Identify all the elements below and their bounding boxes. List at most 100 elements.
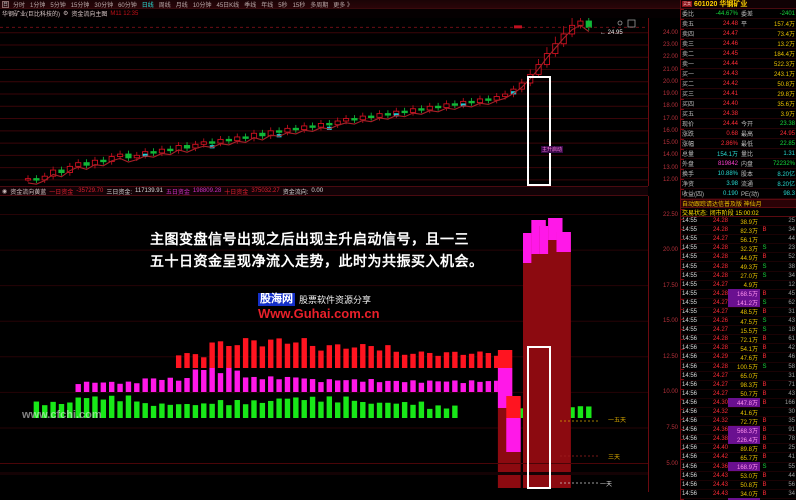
period-item-3[interactable]: 15分钟	[70, 2, 90, 9]
orderbook-row[interactable]: 卖二 24.45 184.4万	[681, 49, 796, 59]
tick-flag: B	[762, 472, 767, 479]
tick-count: 35	[788, 418, 795, 425]
tick-row[interactable]: 14:56 24.30 447.8万 B 166	[681, 398, 796, 408]
tick-row[interactable]: 14:56 24.40 89.8万 B 25	[681, 444, 796, 454]
indicator-title[interactable]: 资金流向主图	[71, 12, 108, 18]
tick-row[interactable]: 14:55 24.28 32.3万 S 23	[681, 244, 796, 254]
tick-row[interactable]: 14:56 24.42 65.7万 B 41	[681, 453, 796, 463]
tick-row[interactable]: 14:55 24.26 47.5万 S 43	[681, 317, 796, 327]
tick-volume: 50.7万	[740, 392, 758, 399]
stat-key-2: PE(动)	[741, 192, 760, 198]
period-item-6[interactable]: 日线	[141, 2, 154, 9]
tick-time: 14:55	[682, 236, 698, 243]
period-item-2[interactable]: 5分钟	[50, 2, 66, 9]
chart-titlebar: 华钢矿业(巨比科技的) ⚙ 资金流向主图 M11 12:35	[0, 9, 680, 18]
gear-icon[interactable]: ⚙	[63, 11, 69, 17]
tick-row[interactable]: 14:56 24.43 50.8万 B 56	[681, 481, 796, 490]
period-item-12[interactable]: 年线	[261, 2, 274, 9]
level-volume: 13.2万	[777, 42, 795, 48]
price-chart[interactable]: ← 24.95 11.75 主升启动	[0, 18, 648, 186]
tick-row[interactable]: 14:56 24.28 72.1万 B 61	[681, 335, 796, 345]
orderbook-row[interactable]: 卖五 24.48 平 157.4万	[681, 19, 796, 29]
tick-price: 24.27	[712, 308, 728, 315]
period-item-15[interactable]: 多周期	[310, 2, 329, 9]
tick-row[interactable]: 14:56 24.43 53.0万 B 44	[681, 472, 796, 481]
period-item-11[interactable]: 季线	[244, 2, 257, 9]
orderbook-row[interactable]: 买三 24.41 29.8万	[681, 89, 796, 99]
orderbook-row[interactable]: 买五 24.38 3.9万	[681, 109, 796, 119]
period-menubar[interactable]: 日 分时 1分钟 5分钟 15分钟 30分钟 60分钟 日线 周线 月线 10分钟 45日K线 季线年…	[0, 0, 796, 9]
tick-row[interactable]: 14:56 24.28 54.1万 B 42	[681, 344, 796, 354]
period-item-14[interactable]: 15秒	[292, 2, 306, 9]
period-item-7[interactable]: 周线	[158, 2, 171, 9]
tick-count: 56	[788, 481, 795, 488]
tick-list[interactable]: 14:55 24.28 38.9万 25 14:55 24.28 82.3万 B 34 14:55…	[681, 217, 796, 500]
orderbook-row[interactable]: 卖三 24.46 13.2万	[681, 39, 796, 49]
tick-volume: 56.1万	[740, 237, 758, 244]
orderbook-levels[interactable]: 卖五 24.48 平 157.4万 卖四 24.47 73.4万 卖三 24.46 13.2万 卖二…	[681, 19, 796, 119]
tick-row[interactable]: 14:55 24.28 27.0万 S 34	[681, 272, 796, 281]
period-item-13[interactable]: 5秒	[278, 2, 288, 9]
tick-row[interactable]: 14:55 24.28 49.3万 S 38	[681, 262, 796, 272]
orderbook-row[interactable]: 买四 24.40 35.6万	[681, 99, 796, 109]
tick-row[interactable]: 14:55 24.28 168.5万 B 45	[681, 289, 796, 299]
orderbook-row[interactable]: 买一 24.43 243.1万	[681, 69, 796, 79]
tick-count: 23	[788, 245, 795, 252]
period-item-10[interactable]: 45日K线	[216, 2, 240, 9]
tick-row[interactable]: 14:56 24.43 34.0万 B 34	[681, 490, 796, 499]
tick-row[interactable]: 14:56 24.29 47.6万 B 46	[681, 353, 796, 363]
tick-row[interactable]: 14:55 24.27 141.2万 S 62	[681, 298, 796, 308]
panel-edge-ticks	[681, 9, 684, 500]
tick-volume: 226.4万	[728, 434, 760, 444]
tick-row[interactable]: 14:56 24.27 50.7万 B 43	[681, 390, 796, 399]
tick-row[interactable]: 14:55 24.27 15.5万 S 18	[681, 326, 796, 336]
tick-time: 14:55	[682, 327, 698, 334]
tick-row[interactable]: 14:55 24.28 38.9万 25	[681, 217, 796, 227]
period-item-8[interactable]: 月线	[175, 2, 188, 9]
stock-title[interactable]: 华钢矿业(巨比科技的)	[2, 12, 60, 18]
tick-flag: B	[762, 336, 767, 343]
period-item-0[interactable]: 分时	[13, 2, 26, 9]
tick-row[interactable]: 14:55 24.28 44.9万 B 52	[681, 253, 796, 263]
promo-bar[interactable]: 自动跟踪请达信普及版 神仙月	[681, 199, 796, 208]
tick-row[interactable]: 14:55 24.27 4.9万 12	[681, 281, 796, 290]
tick-row[interactable]: 14:56 24.32 41.6万 30	[681, 408, 796, 418]
orderbook-row[interactable]: 卖一 24.44 522.3万	[681, 59, 796, 69]
tick-row[interactable]: 14:56 24.38 226.4万 B 78	[681, 434, 796, 445]
tick-row[interactable]: 14:56 24.36 168.9万 S 55	[681, 462, 796, 472]
moneyflow-indicator-chart[interactable]: 一五天 三天 一天	[0, 196, 648, 492]
period-item-5[interactable]: 60分钟	[118, 2, 137, 9]
tick-price: 24.26	[712, 318, 728, 325]
tick-flag: S	[762, 463, 767, 470]
level-price: 24.38	[722, 110, 738, 117]
tick-row[interactable]: 14:55 24.28 82.3万 B 34	[681, 226, 796, 236]
period-item-1[interactable]: 1分钟	[30, 2, 46, 9]
tick-row[interactable]: 14:55 24.27 48.5万 B 31	[681, 308, 796, 318]
orderbook-row[interactable]: 卖四 24.47 73.4万	[681, 29, 796, 39]
tick-volume: 34.0万	[740, 492, 758, 499]
ratio-value: -44.67%	[715, 10, 738, 17]
tick-volume: 447.8万	[728, 398, 760, 408]
level-price: 24.47	[722, 30, 738, 37]
tick-row[interactable]: 14:56 24.28 100.5万 S 58	[681, 363, 796, 372]
tick-row[interactable]: 14:56 24.27 98.3万 B 71	[681, 381, 796, 390]
quote-tag[interactable]: 买卖	[682, 1, 692, 7]
quote-panel[interactable]: 买卖 601020 华钢矿业 委比 -44.67% 委差 -2401 卖五 24.…	[680, 0, 796, 500]
price-axis-tick: 16.00	[662, 127, 678, 134]
tick-volume: 98.3万	[740, 383, 758, 390]
tick-volume: 15.5万	[740, 328, 758, 335]
period-item-9[interactable]: 10分钟	[192, 2, 212, 9]
tick-count: 62	[788, 299, 795, 306]
period-box-icon[interactable]: 日	[2, 0, 9, 8]
tick-row[interactable]: 14:56 24.27 65.0万 31	[681, 372, 796, 381]
tick-row[interactable]: 14:56 24.32 72.7万 B 35	[681, 417, 796, 427]
period-item-4[interactable]: 30分钟	[94, 2, 114, 9]
tick-row[interactable]: 14:55 24.27 56.1万 44	[681, 235, 796, 245]
orderbook-row[interactable]: 买二 24.42 50.8万	[681, 79, 796, 89]
price-axis-tick: 13.00	[662, 164, 678, 171]
period-item-16[interactable]: 更多 》	[333, 2, 353, 9]
tick-row[interactable]: 14:56 24.36 568.3万 B 91	[681, 425, 796, 436]
tick-flag: S	[762, 245, 767, 252]
infostrip-f4-value: 375032.27	[251, 188, 280, 194]
stat-val-2: 24.95	[779, 130, 795, 137]
